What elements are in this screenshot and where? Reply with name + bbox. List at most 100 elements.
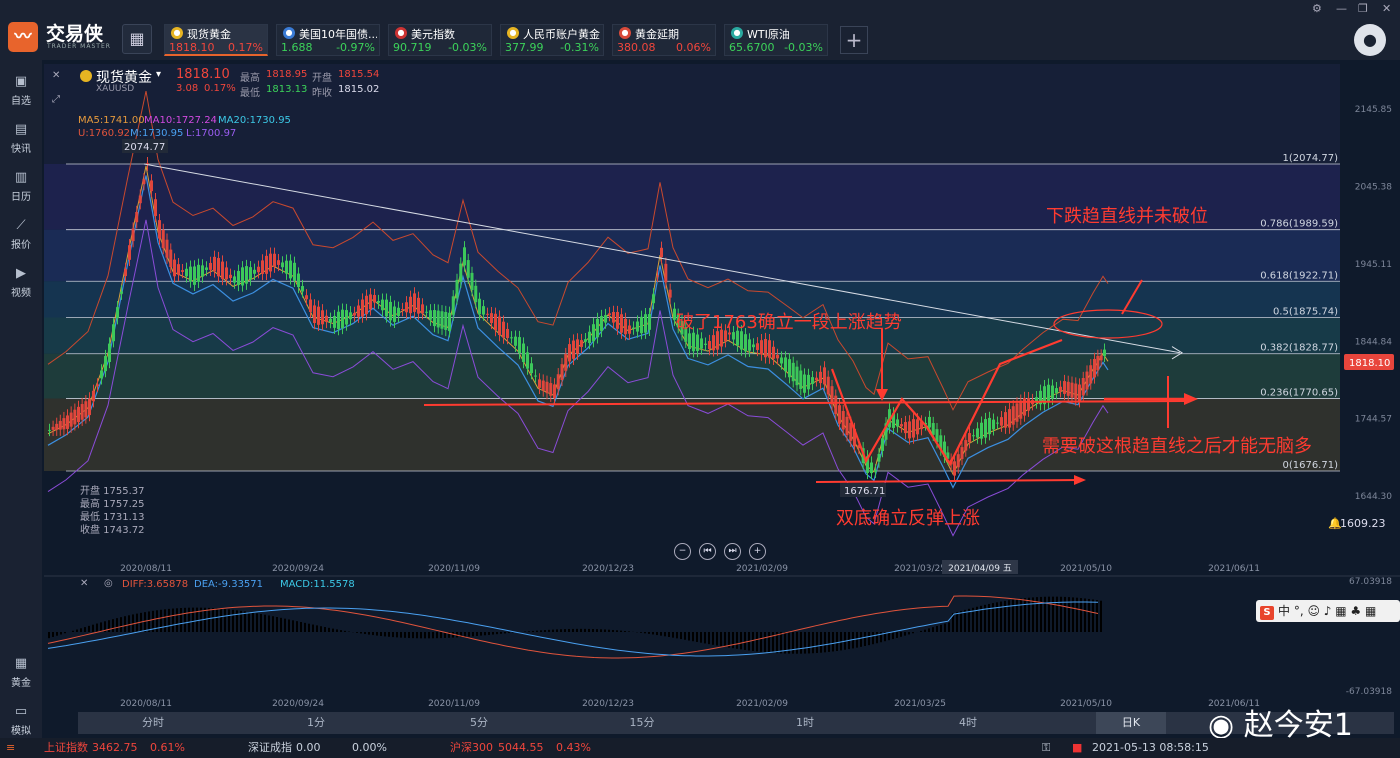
candle xyxy=(205,267,208,270)
macd-bar xyxy=(868,632,870,646)
candle xyxy=(257,266,260,273)
candle xyxy=(549,383,553,396)
macd-settings-icon[interactable]: ◎ xyxy=(104,578,113,589)
user-icon[interactable]: ● xyxy=(1354,24,1386,56)
candle xyxy=(776,354,779,359)
sidebar-item-0[interactable]: ▣ 自选 xyxy=(0,74,42,107)
menu-icon[interactable]: ≡ xyxy=(6,741,16,754)
macd-bar xyxy=(492,632,494,635)
high-marker: 2074.77 xyxy=(124,142,165,153)
close-chart-icon[interactable]: ✕ xyxy=(52,70,61,81)
candle xyxy=(811,377,814,384)
macd-bar xyxy=(1072,597,1074,632)
candle xyxy=(1023,397,1026,416)
chart-area[interactable]: 1(2074.77) 0.786(1989.59) 0.618(1922.71) 0.… xyxy=(44,64,1400,738)
low-marker: 1676.71 xyxy=(844,486,885,497)
timeframe-5[interactable]: 4时 xyxy=(959,716,977,729)
sz-index-label[interactable]: 深证成指 xyxy=(248,741,292,754)
macd-bar xyxy=(724,632,726,647)
tab-1[interactable]: ● 美国10年国债... 1.688 -0.97% xyxy=(276,24,380,56)
fib-label: 1(2074.77) xyxy=(1282,153,1338,164)
macd-bar xyxy=(728,632,730,648)
candle xyxy=(673,308,676,320)
tab-name: 美国10年国债... xyxy=(299,28,377,41)
macd-bar xyxy=(168,608,170,632)
timeframe-1[interactable]: 1分 xyxy=(307,716,325,729)
macd-bar xyxy=(96,623,98,632)
tab-5[interactable]: ● WTI原油 65.6700 -0.03% xyxy=(724,24,828,56)
macd-bar xyxy=(428,632,430,639)
status-bar: ≡ 上证指数 3462.75 0.61% 深证成指 0.00 0.00% 沪深3… xyxy=(0,738,1400,758)
maximize-icon[interactable]: ❐ xyxy=(1358,2,1368,15)
tab-3[interactable]: ● 人民币账户黄金 377.99 -0.31% xyxy=(500,24,604,56)
nav-button-0[interactable]: − xyxy=(674,543,691,560)
right-axis-tick: 1744.57 xyxy=(1355,415,1392,425)
close-icon[interactable]: ✕ xyxy=(1382,2,1392,15)
candle xyxy=(353,312,356,316)
macd-bar xyxy=(660,632,662,636)
candle xyxy=(1039,390,1042,405)
macd-bar xyxy=(396,632,398,638)
candle xyxy=(135,211,139,223)
candle xyxy=(953,461,956,476)
candle xyxy=(409,296,412,314)
timeframe-0[interactable]: 分时 xyxy=(142,716,164,729)
candle xyxy=(96,384,99,386)
fib-band-top xyxy=(44,64,1340,164)
candle xyxy=(972,435,975,437)
sidebar-item-5[interactable]: ▦ 黄金 xyxy=(0,656,42,689)
sidebar-item-1[interactable]: ▤ 快讯 xyxy=(0,122,42,155)
macd-bar xyxy=(836,632,838,651)
nav-button-2[interactable]: ⏭ xyxy=(724,543,741,560)
macd-bar xyxy=(508,632,510,634)
tab-name: WTI原油 xyxy=(747,28,790,41)
macd-bar xyxy=(404,632,406,638)
candle xyxy=(660,247,663,258)
sh-index-label[interactable]: 上证指数 xyxy=(44,741,88,754)
macd-bar xyxy=(1096,600,1098,632)
macd-close-icon[interactable]: ✕ xyxy=(80,578,89,589)
chevron-down-icon[interactable]: ▾ xyxy=(156,69,162,80)
candle xyxy=(708,341,711,350)
price-chart-svg[interactable]: 1(2074.77) 0.786(1989.59) 0.618(1922.71) 0.… xyxy=(44,64,1400,738)
candle xyxy=(277,260,280,265)
plus-icon[interactable]: + xyxy=(840,26,868,54)
candle xyxy=(317,306,320,325)
macd-bar xyxy=(584,628,586,632)
macd-bar xyxy=(888,632,890,641)
hs300-label[interactable]: 沪深300 xyxy=(450,741,493,754)
candle xyxy=(744,334,747,352)
macd-bar xyxy=(772,632,774,653)
candle xyxy=(857,445,861,449)
nav-button-1[interactable]: ⏮ xyxy=(699,543,716,560)
candle xyxy=(150,180,153,192)
macd-bar xyxy=(244,611,246,632)
sidebar-item-4[interactable]: ▶ 视频 xyxy=(0,266,42,299)
timeframe-2[interactable]: 5分 xyxy=(470,716,488,729)
candle xyxy=(616,312,619,329)
minimize-icon[interactable]: — xyxy=(1336,2,1347,15)
settings-icon[interactable]: ⚙ xyxy=(1312,2,1322,15)
timeframe-4[interactable]: 1时 xyxy=(796,716,814,729)
macd-bar xyxy=(756,632,758,652)
timeframe-6[interactable]: 日K xyxy=(1096,712,1166,734)
tab-0[interactable]: ● 现货黄金 1818.10 0.17% xyxy=(164,24,268,56)
tab-2[interactable]: ● 美元指数 90.719 -0.03% xyxy=(388,24,492,56)
timeframe-3[interactable]: 15分 xyxy=(629,716,655,729)
nav-button-3[interactable]: + xyxy=(749,543,766,560)
macd-bar xyxy=(468,632,470,637)
trendline-arrow xyxy=(1171,346,1183,360)
macd-bar xyxy=(444,632,446,638)
candle xyxy=(628,325,631,334)
grid-icon[interactable]: ▦ xyxy=(122,24,152,54)
ime-toolbar[interactable]: S 中 °, ☺ ♪ ▦ ♣ ▦ xyxy=(1256,600,1400,622)
symbol-name[interactable]: 现货黄金 xyxy=(96,70,152,86)
sidebar-item-6[interactable]: ▭ 模拟 xyxy=(0,704,42,737)
tab-4[interactable]: ● 黄金延期 380.08 0.06% xyxy=(612,24,716,56)
sidebar-item-2[interactable]: ▥ 日历 xyxy=(0,170,42,203)
weibo-watermark: ◉ 赵今安1 xyxy=(1208,700,1353,744)
draw-tool-icon[interactable]: ⤢ xyxy=(52,94,60,105)
macd-bar xyxy=(1052,596,1054,632)
downtrend-line xyxy=(143,163,1181,354)
sidebar-item-3[interactable]: ⟋ 报价 xyxy=(0,218,42,251)
